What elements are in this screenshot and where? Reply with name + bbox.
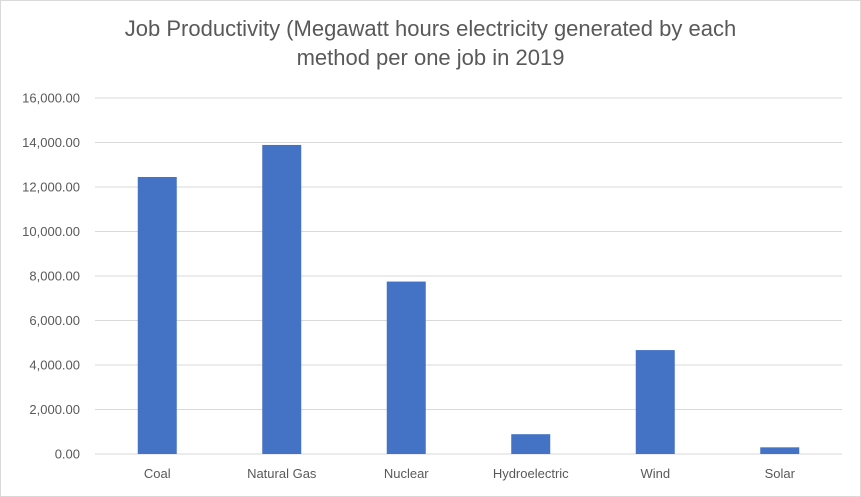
x-tick-label: Nuclear	[384, 466, 429, 481]
bar-natural-gas	[262, 144, 302, 454]
chart-title-line-1: Job Productivity (Megawatt hours electri…	[124, 16, 737, 41]
y-tick-label: 8,000.00	[29, 269, 80, 284]
chart-title-line-2: method per one job in 2019	[296, 45, 565, 70]
y-tick-label: 4,000.00	[29, 358, 80, 373]
y-tick-label: 6,000.00	[29, 313, 80, 328]
bar-solar	[760, 447, 800, 454]
x-tick-label: Natural Gas	[247, 466, 317, 481]
y-tick-label: 10,000.00	[22, 224, 80, 239]
y-tick-label: 16,000.00	[22, 91, 80, 106]
x-tick-label: Solar	[765, 466, 796, 481]
y-tick-label: 12,000.00	[22, 180, 80, 195]
bar-nuclear	[386, 281, 426, 454]
bar-wind	[635, 350, 675, 454]
chart-title: Job Productivity (Megawatt hours electri…	[0, 14, 861, 72]
bar-hydroelectric	[511, 434, 551, 454]
x-tick-label: Hydroelectric	[493, 466, 569, 481]
x-tick-label: Coal	[144, 466, 171, 481]
y-tick-label: 14,000.00	[22, 135, 80, 150]
y-tick-label: 0.00	[55, 447, 80, 462]
bar-coal	[137, 176, 177, 455]
y-tick-label: 2,000.00	[29, 402, 80, 417]
x-tick-label: Wind	[640, 466, 670, 481]
